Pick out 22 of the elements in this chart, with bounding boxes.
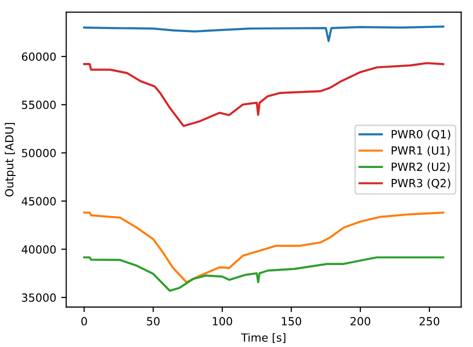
legend-label: PWR2 (U2) — [392, 162, 450, 172]
y-tick-label: 60000 — [22, 52, 56, 61]
line-series — [83, 62, 444, 128]
line-series — [83, 256, 444, 292]
x-tick-label: 200 — [350, 317, 370, 326]
legend-label: PWR1 (U1) — [392, 146, 450, 156]
y-tick-label: 35000 — [22, 293, 56, 302]
y-tick-label: 40000 — [22, 245, 56, 254]
legend-label: PWR0 (Q1) — [392, 130, 450, 140]
y-tick-label: 55000 — [22, 100, 56, 110]
x-tick-label: 100 — [212, 317, 232, 326]
x-tick-label: 150 — [282, 317, 302, 326]
y-axis-title: Output [ADU] — [4, 123, 16, 197]
line-series — [83, 26, 444, 42]
y-tick-label: 45000 — [22, 197, 56, 206]
x-tick-label: 50 — [147, 317, 160, 326]
legend-label: PWR3 (Q2) — [392, 178, 450, 189]
x-tick-label: 250 — [420, 317, 440, 326]
x-tick-label: 0 — [81, 317, 87, 326]
x-axis-title: Time [s] — [241, 333, 286, 344]
y-tick-label: 50000 — [22, 148, 56, 158]
line-series — [83, 212, 444, 284]
